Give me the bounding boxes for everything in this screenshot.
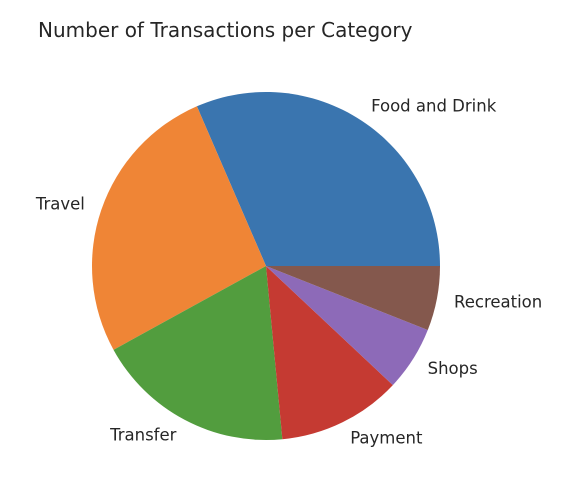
pie-slice-shops	[266, 266, 428, 386]
pie-label-transfer: Transfer	[109, 426, 177, 445]
pie-label-shops: Shops	[428, 359, 478, 378]
pie-labels: Food and Drink Travel Transfer Payment Shops…	[35, 97, 542, 448]
pie-slice-payment	[266, 266, 393, 440]
pie-label-payment: Payment	[350, 428, 423, 447]
pie-slice-food-and-drink	[196, 91, 440, 267]
pie-label-food-and-drink: Food and Drink	[371, 97, 497, 116]
pie-slices	[92, 91, 440, 440]
pie-slice-recreation	[266, 266, 440, 331]
chart-title: Number of Transactions per Category	[38, 18, 413, 42]
pie-label-recreation: Recreation	[454, 292, 542, 311]
pie-label-travel: Travel	[35, 195, 85, 214]
pie-slice-travel	[92, 106, 266, 350]
pie-slice-transfer	[113, 266, 283, 440]
